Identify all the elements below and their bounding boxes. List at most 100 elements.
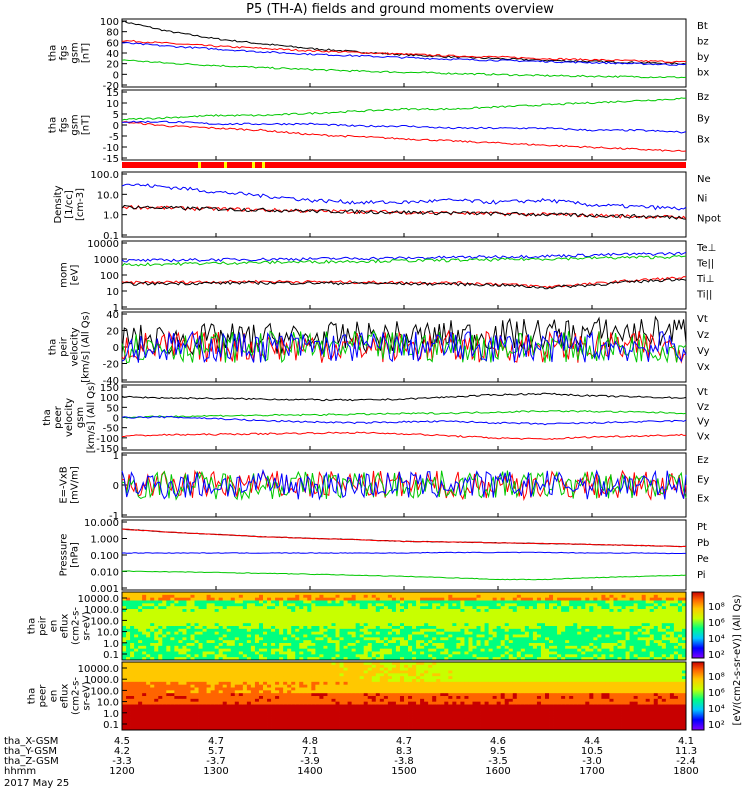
panel-efield: 1 0 -1 E=-VxB[mV/m] Ez Ey Ex bbox=[59, 451, 710, 522]
y-tick-label: 80 bbox=[106, 28, 119, 39]
legend-by: by bbox=[697, 52, 709, 63]
y-tick-label: 40 bbox=[106, 49, 119, 60]
x-tick-label: -3.7 bbox=[206, 756, 226, 767]
colorbar-tick-label: 10² bbox=[708, 650, 725, 661]
x-tick-label: -3.8 bbox=[394, 756, 414, 767]
spectrogram-panels: 10000.01000.0100.010.01.00.1thapeirenefl… bbox=[27, 591, 687, 731]
x-row-label: tha_X-GSM bbox=[4, 736, 58, 747]
series-line-Vy bbox=[121, 409, 687, 419]
y-tick-label: -1 bbox=[109, 511, 119, 522]
y-tick-label: 100.0 bbox=[90, 170, 119, 181]
status-marker bbox=[224, 162, 227, 168]
x-tick-label: 4.8 bbox=[302, 736, 318, 747]
x-tick-label: 10.5 bbox=[581, 746, 603, 757]
y-tick-label: -40 bbox=[103, 376, 119, 387]
panel-pressure: 10.000 1.000 0.100 0.010 0.001 Pressure[nPa] P… bbox=[59, 518, 710, 595]
series-line-Bz bbox=[121, 121, 687, 152]
status-marker bbox=[198, 162, 201, 168]
y-axis-label: Density[1/cc][cm-3] bbox=[53, 185, 86, 223]
x-tick-label: 4.6 bbox=[490, 736, 506, 747]
series-line-Vx bbox=[121, 415, 687, 426]
panel-temperature: 10000 1000 100 10 1 mom[eV] Te⊥ Te|| Ti⊥ Ti|| bbox=[59, 239, 717, 314]
y-tick-label: -20 bbox=[103, 360, 119, 371]
x-tick-label: 4.7 bbox=[396, 736, 412, 747]
colorbar-label: [eV/(cm2-s-sr-eV)] (All Qs) bbox=[732, 594, 743, 725]
panel-peer-velocity: 150100500-50-100-150thapeervelocitygsm[k… bbox=[42, 382, 710, 455]
y-tick-label: 0.1 bbox=[103, 650, 119, 661]
legend-Pe: Pe bbox=[697, 554, 709, 565]
legend-Pi: Pi bbox=[697, 570, 706, 581]
y-tick-label: 0 bbox=[113, 121, 119, 132]
y-tick-label: 10000.0 bbox=[78, 664, 119, 675]
y-axis-label: thafgsgsm[nT] bbox=[48, 114, 92, 135]
y-tick-label: 1000 bbox=[94, 255, 119, 266]
spectrogram-frame bbox=[121, 591, 687, 661]
x-tick-label: 11.3 bbox=[675, 746, 697, 757]
y-tick-label: -15 bbox=[103, 154, 119, 165]
y-tick-label: 0.100 bbox=[90, 551, 119, 562]
y-tick-label: 10.0 bbox=[97, 190, 119, 201]
series-line-Ex bbox=[121, 468, 687, 501]
y-axis-label: thapeireneflux(cm2-s-sr-eV) bbox=[27, 607, 93, 645]
y-tick-label: 20 bbox=[106, 60, 119, 71]
x-tick-label: 9.5 bbox=[490, 746, 506, 757]
x-tick-label: 4.2 bbox=[114, 746, 130, 757]
series-line-Pi bbox=[121, 551, 686, 555]
series-line-by bbox=[121, 59, 687, 79]
series-line-Bx bbox=[121, 120, 687, 134]
legend-Pt: Pt bbox=[697, 522, 707, 533]
date-label: 2017 May 25 bbox=[4, 778, 69, 789]
series-line-Ti⊥ bbox=[121, 251, 687, 263]
y-tick-label: 1000.0 bbox=[84, 675, 119, 686]
x-tick-label: -3.9 bbox=[300, 756, 320, 767]
x-tick-label: -3.5 bbox=[488, 756, 508, 767]
series-line-bz bbox=[121, 39, 687, 64]
panel-frame bbox=[121, 519, 687, 591]
series-line-Te|| bbox=[121, 278, 687, 290]
series-line-Ni bbox=[121, 204, 687, 220]
colorbar-tick-label: 10⁸ bbox=[708, 672, 725, 683]
status-marker bbox=[262, 162, 265, 168]
colorbar-tick-label: 10⁶ bbox=[708, 688, 725, 699]
x-tick-label: 5.7 bbox=[208, 746, 224, 757]
x-tick-label: 1500 bbox=[391, 766, 416, 777]
y-tick-label: 0 bbox=[113, 481, 119, 492]
x-tick-label: 7.1 bbox=[302, 746, 318, 757]
status-bar bbox=[122, 162, 686, 168]
series-line-Vz bbox=[121, 329, 687, 364]
y-tick-label: 1 bbox=[113, 451, 119, 462]
legend-Vz: Vz bbox=[697, 330, 709, 341]
y-tick-label: 10.000 bbox=[84, 518, 119, 529]
status-marker bbox=[252, 162, 255, 168]
y-tick-label: -150 bbox=[96, 444, 119, 455]
legend-Vz: Vz bbox=[697, 402, 709, 413]
y-tick-label: -5 bbox=[109, 132, 119, 143]
x-row-label: hhmm bbox=[4, 766, 36, 777]
plot-panels: 100806040200-20thafgsgsm[nT]Btbzbybx1510… bbox=[42, 17, 721, 595]
legend-Te||: Te|| bbox=[696, 259, 714, 270]
y-tick-label: 0.1 bbox=[103, 720, 119, 731]
legend-Bx: Bx bbox=[697, 135, 710, 146]
series-line-Npot bbox=[121, 183, 687, 211]
colorbar-tick-label: 10² bbox=[708, 720, 725, 731]
colorbar-tick-label: 10⁶ bbox=[708, 618, 725, 629]
y-tick-label: 10000 bbox=[87, 239, 119, 250]
legend-Ne: Ne bbox=[697, 174, 711, 185]
y-tick-label: 0 bbox=[113, 70, 119, 81]
x-row-label: tha_Y-GSM bbox=[4, 746, 57, 757]
series-line-By bbox=[121, 97, 687, 121]
legend-Vy: Vy bbox=[697, 346, 710, 357]
figure-title: P5 (TH-A) fields and ground moments over… bbox=[246, 2, 554, 17]
series-line-Pb bbox=[121, 528, 687, 548]
x-tick-label: 4.4 bbox=[584, 736, 600, 747]
y-tick-label: 0.1 bbox=[103, 231, 119, 242]
legend-Vx: Vx bbox=[697, 431, 710, 442]
panel-frame bbox=[121, 384, 687, 451]
legend-Vt: Vt bbox=[697, 387, 708, 398]
y-tick-label: 0.010 bbox=[90, 568, 119, 579]
y-tick-label: -10 bbox=[103, 143, 119, 154]
legend-bz: bz bbox=[697, 37, 709, 48]
